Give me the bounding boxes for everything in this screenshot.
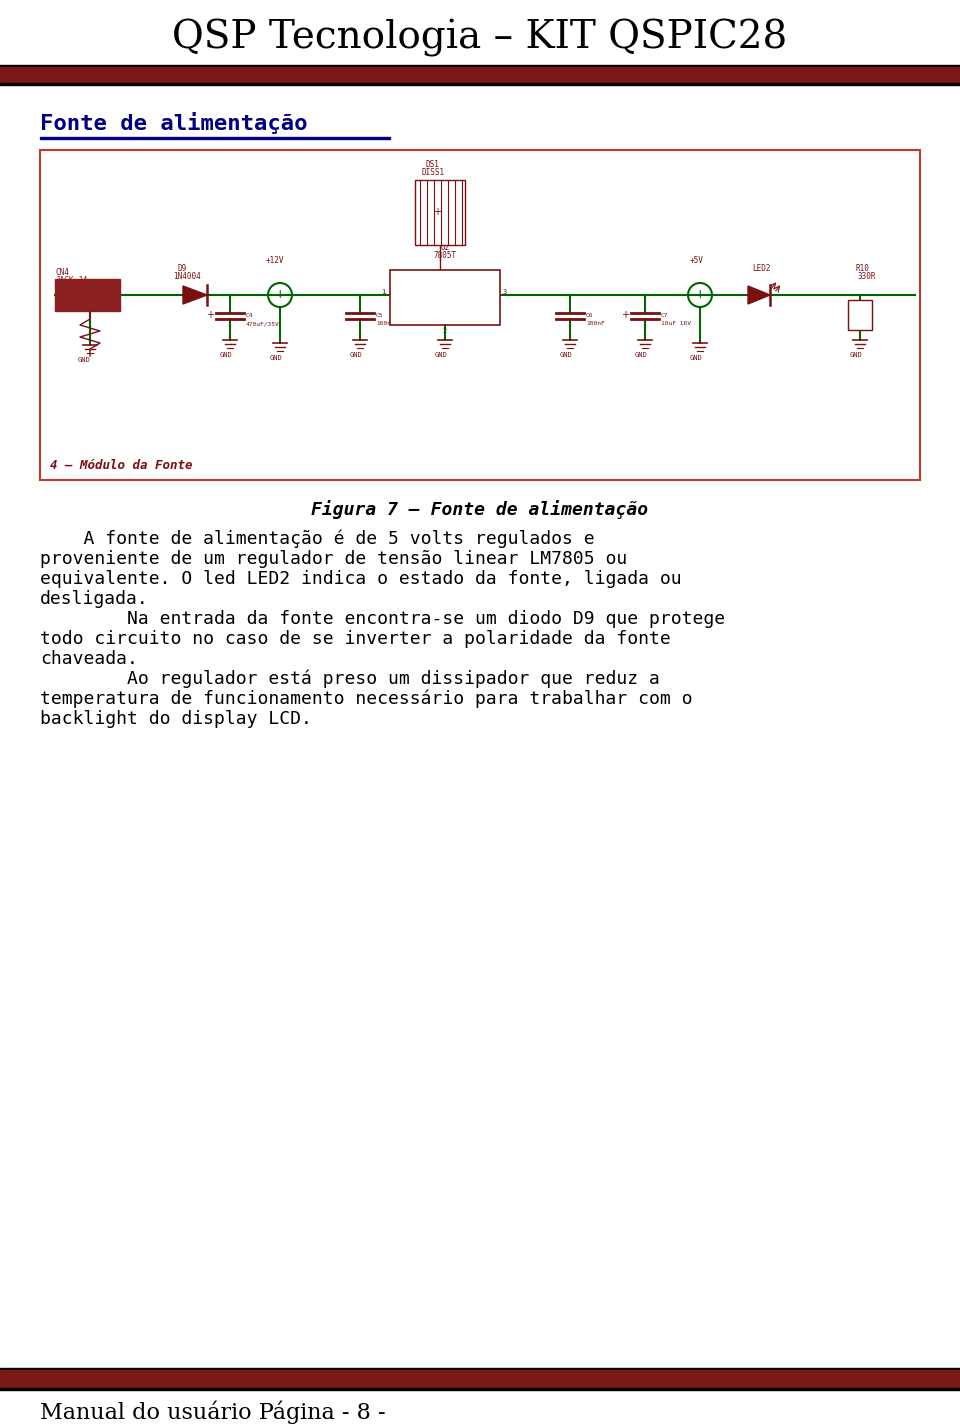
Text: C7: C7: [661, 313, 668, 318]
Text: +: +: [695, 288, 706, 301]
Text: C6: C6: [586, 313, 593, 318]
Text: GND: GND: [435, 352, 447, 358]
Text: DS1: DS1: [425, 160, 439, 168]
Text: GND: GND: [690, 355, 703, 361]
Text: GND: GND: [350, 352, 363, 358]
Text: Fonte de alimentação: Fonte de alimentação: [40, 111, 307, 134]
Bar: [0, 1388, 960, 1390]
Text: +12V: +12V: [266, 255, 284, 265]
Text: 100nF: 100nF: [586, 321, 605, 325]
Bar: [848, 300, 872, 330]
Text: 330R: 330R: [857, 273, 876, 281]
Text: proveniente de um regulador de tensão linear LM7805 ou: proveniente de um regulador de tensão li…: [40, 549, 627, 568]
Bar: [40, 137, 390, 138]
Text: 7805T: 7805T: [433, 251, 457, 260]
Text: R10: R10: [855, 264, 869, 273]
Text: GND: GND: [270, 355, 283, 361]
Text: Na entrada da fonte encontra-se um diodo D9 que protege: Na entrada da fonte encontra-se um diodo…: [40, 609, 725, 628]
Bar: [0, 1368, 960, 1370]
Text: +: +: [621, 310, 629, 320]
Text: +: +: [433, 207, 441, 217]
Text: backlight do display LCD.: backlight do display LCD.: [40, 711, 312, 728]
Bar: [0, 1370, 960, 1388]
Text: C4: C4: [246, 313, 253, 318]
Text: Figura 7 – Fonte de alimentação: Figura 7 – Fonte de alimentação: [311, 499, 649, 519]
Text: GND: GND: [220, 352, 232, 358]
Bar: [415, 180, 465, 245]
Polygon shape: [183, 285, 207, 304]
Text: 1N4004: 1N4004: [173, 273, 201, 281]
Bar: [55, 280, 120, 311]
Text: 3: 3: [503, 290, 507, 295]
Text: desligada.: desligada.: [40, 589, 149, 608]
Text: 1: 1: [381, 290, 385, 295]
Text: 4 – Módulo da Fonte: 4 – Módulo da Fonte: [50, 459, 193, 472]
Text: equivalente. O led LED2 indica o estado da fonte, ligada ou: equivalente. O led LED2 indica o estado …: [40, 569, 682, 588]
Text: QSP Tecnologia – KIT QSPIC28: QSP Tecnologia – KIT QSPIC28: [173, 19, 787, 57]
Text: A fonte de alimentação é de 5 volts regulados e: A fonte de alimentação é de 5 volts regu…: [40, 529, 594, 548]
Bar: [0, 67, 960, 83]
Text: 2: 2: [443, 328, 447, 334]
Text: GND: GND: [635, 352, 648, 358]
Text: todo circuito no caso de se inverter a polaridade da fonte: todo circuito no caso de se inverter a p…: [40, 629, 671, 648]
Text: 100nF: 100nF: [376, 321, 395, 325]
Text: +: +: [206, 310, 214, 320]
Text: U2: U2: [441, 243, 449, 253]
Text: temperatura de funcionamento necessário para trabalhar com o: temperatura de funcionamento necessário …: [40, 691, 692, 708]
Text: 10uF 16V: 10uF 16V: [661, 321, 691, 325]
Text: JACK_J4: JACK_J4: [56, 275, 88, 284]
Bar: [390, 270, 500, 325]
Text: LED2: LED2: [752, 264, 771, 273]
Text: GND: GND: [438, 301, 452, 310]
Text: GND: GND: [78, 357, 91, 362]
Text: GND: GND: [560, 352, 573, 358]
Text: 470uF/35V: 470uF/35V: [246, 321, 279, 325]
Polygon shape: [748, 285, 770, 304]
Text: Ao regulador está preso um dissipador que reduz a: Ao regulador está preso um dissipador qu…: [40, 671, 660, 688]
Text: Manual do usuário Página - 8 -: Manual do usuário Página - 8 -: [40, 1400, 386, 1424]
Text: +: +: [275, 288, 285, 301]
Text: VI  +  VO: VI + VO: [424, 287, 466, 297]
Text: D9: D9: [177, 264, 186, 273]
Text: GND: GND: [850, 352, 863, 358]
Text: C5: C5: [376, 313, 383, 318]
Bar: [0, 83, 960, 86]
Bar: [0, 66, 960, 67]
Text: DISS1: DISS1: [422, 168, 445, 177]
Text: chaveada.: chaveada.: [40, 651, 138, 668]
Text: CN4: CN4: [56, 268, 70, 277]
Text: +5V: +5V: [690, 255, 704, 265]
Bar: [40, 150, 920, 479]
